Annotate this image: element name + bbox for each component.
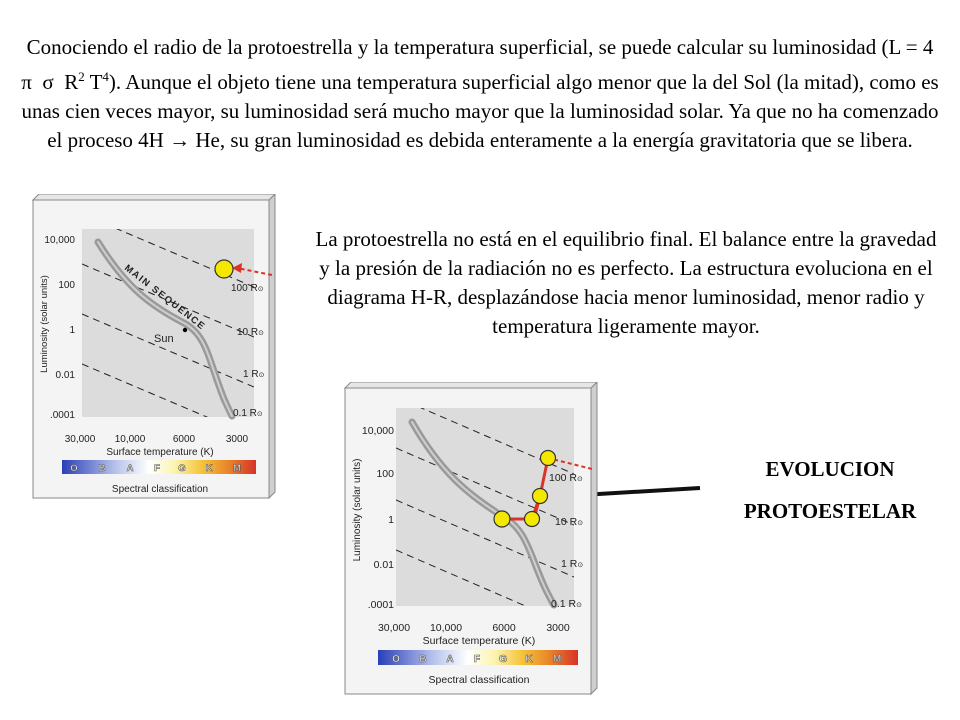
spectral-label: Spectral classification bbox=[429, 674, 530, 686]
y-ticks: 10,000 100 1 0.01 .0001 bbox=[362, 425, 394, 611]
incoming-track bbox=[555, 459, 593, 470]
y-tick: 1 bbox=[388, 514, 394, 526]
y-tick: 10,000 bbox=[362, 425, 394, 437]
protostar-marker bbox=[531, 487, 549, 505]
svg-text:100 R⊙: 100 R⊙ bbox=[549, 472, 583, 484]
svg-text:10 R⊙: 10 R⊙ bbox=[555, 516, 583, 528]
spectral-class: K bbox=[206, 463, 213, 474]
x-tick: 10,000 bbox=[430, 622, 462, 634]
radius-label: 0.1 R bbox=[551, 598, 577, 610]
x-tick: 30,000 bbox=[65, 434, 96, 445]
sun-symbol: ⊙ bbox=[258, 286, 264, 293]
y-tick: .0001 bbox=[368, 599, 394, 611]
radius-labels: 100 R⊙ 10 R⊙ 1 R⊙ 0.1 R⊙ bbox=[231, 283, 264, 419]
spectral-class: K bbox=[525, 654, 533, 665]
spectral-label: Spectral classification bbox=[112, 484, 208, 495]
radius-exponent: 2 bbox=[78, 69, 85, 84]
evolution-label: EVOLUCION PROTOESTELAR bbox=[720, 448, 940, 532]
evolution-label-line1: EVOLUCION bbox=[765, 457, 895, 481]
y-tick: 1 bbox=[69, 325, 75, 336]
intro-paragraph: Conociendo el radio de la protoestrella … bbox=[20, 33, 940, 155]
x-axis-label: Surface temperature (K) bbox=[423, 635, 536, 647]
x-axis-label: Surface temperature (K) bbox=[106, 447, 213, 458]
spectral-class: B bbox=[419, 654, 426, 665]
evolution-label-line2: PROTOESTELAR bbox=[743, 499, 917, 523]
sun-symbol: ⊙ bbox=[257, 411, 263, 418]
equilibrium-paragraph: La protoestrella no está en el equilibri… bbox=[315, 227, 937, 338]
y-tick: 0.01 bbox=[56, 370, 76, 381]
radius-label: 1 R bbox=[243, 369, 259, 380]
x-tick: 6000 bbox=[173, 434, 196, 445]
svg-text:1 R⊙: 1 R⊙ bbox=[243, 369, 264, 380]
spectral-classes: O B A F G K M bbox=[392, 654, 562, 666]
sun-marker bbox=[182, 327, 188, 333]
incoming-track bbox=[236, 267, 273, 276]
svg-text:0.1 R⊙: 0.1 R⊙ bbox=[233, 408, 263, 419]
spectral-class: F bbox=[474, 654, 480, 665]
radius-label: 100 R bbox=[549, 472, 577, 484]
track-arrowhead-icon bbox=[232, 263, 242, 273]
y-tick: 100 bbox=[58, 280, 75, 291]
x-ticks: 30,000 10,000 6000 3000 bbox=[65, 434, 249, 445]
temperature-exponent: 4 bbox=[102, 69, 109, 84]
spectral-class: G bbox=[499, 654, 507, 665]
radius-label: 10 R bbox=[237, 327, 258, 338]
radius-labels: 100 R⊙ 10 R⊙ 1 R⊙ 0.1 R⊙ bbox=[549, 472, 583, 610]
sun-label: Sun bbox=[154, 333, 174, 345]
x-tick: 30,000 bbox=[378, 622, 410, 634]
intro-text-part: ). Aunque el objeto tiene una temperatur… bbox=[21, 70, 939, 152]
intro-text-part: He, su gran luminosidad es debida entera… bbox=[190, 128, 913, 152]
sun-symbol: ⊙ bbox=[577, 476, 583, 483]
hr-diagram-initial: MAIN SEQUENCE Sun Luminosity (solar unit… bbox=[32, 194, 276, 500]
x-ticks: 30,000 10,000 6000 3000 bbox=[378, 622, 570, 634]
spectral-class: B bbox=[99, 463, 106, 474]
x-tick: 3000 bbox=[226, 434, 249, 445]
sun-symbol: ⊙ bbox=[577, 562, 583, 569]
sun-symbol: ⊙ bbox=[576, 602, 582, 609]
y-axis-label: Luminosity (solar units) bbox=[352, 459, 363, 562]
main-sequence-marker bbox=[493, 510, 511, 528]
sigma-symbol: σ bbox=[42, 70, 54, 94]
radius-symbol: R bbox=[64, 70, 79, 94]
spectral-class: O bbox=[392, 654, 400, 665]
y-tick: 0.01 bbox=[374, 559, 395, 571]
spectral-class: A bbox=[446, 654, 453, 665]
spectral-class: O bbox=[70, 463, 77, 474]
protostar-marker bbox=[214, 259, 234, 279]
protostar-marker bbox=[523, 510, 541, 528]
spectral-classes: O B A F G K M bbox=[70, 463, 241, 475]
y-axis-label: Luminosity (solar units) bbox=[39, 275, 50, 373]
y-tick: .0001 bbox=[50, 410, 75, 421]
radius-label: 100 R bbox=[231, 283, 258, 294]
x-tick: 10,000 bbox=[115, 434, 146, 445]
x-tick: 3000 bbox=[546, 622, 570, 634]
svg-text:10 R⊙: 10 R⊙ bbox=[237, 327, 264, 338]
spectral-class: F bbox=[154, 463, 160, 474]
radius-label: 10 R bbox=[555, 516, 578, 528]
spectral-class: A bbox=[127, 463, 134, 474]
spectral-class: M bbox=[233, 463, 241, 474]
arrow-symbol: → bbox=[169, 128, 191, 152]
radius-label: 0.1 R bbox=[233, 408, 257, 419]
svg-text:100 R⊙: 100 R⊙ bbox=[231, 283, 264, 294]
radius-label: 1 R bbox=[561, 558, 578, 570]
spectral-class: G bbox=[178, 463, 185, 474]
protostar-marker bbox=[539, 449, 557, 467]
svg-text:1 R⊙: 1 R⊙ bbox=[561, 558, 583, 570]
sun-symbol: ⊙ bbox=[577, 520, 583, 527]
x-tick: 6000 bbox=[492, 622, 516, 634]
sun-symbol: ⊙ bbox=[258, 330, 264, 337]
temperature-symbol: T bbox=[89, 70, 103, 94]
sun-symbol: ⊙ bbox=[259, 372, 265, 379]
hr-diagram-evolution: Luminosity (solar units) 10,000 100 1 0.… bbox=[344, 382, 598, 696]
spectral-bar bbox=[378, 650, 578, 665]
y-tick: 10,000 bbox=[44, 235, 75, 246]
y-tick: 100 bbox=[376, 468, 394, 480]
svg-text:0.1 R⊙: 0.1 R⊙ bbox=[551, 598, 582, 610]
spectral-bar bbox=[62, 460, 256, 474]
y-ticks: 10,000 100 1 0.01 .0001 bbox=[44, 235, 75, 421]
intro-text-part: Conociendo el radio de la protoestrella … bbox=[26, 35, 934, 59]
pi-symbol: π bbox=[21, 70, 32, 94]
spectral-class: M bbox=[553, 654, 561, 665]
